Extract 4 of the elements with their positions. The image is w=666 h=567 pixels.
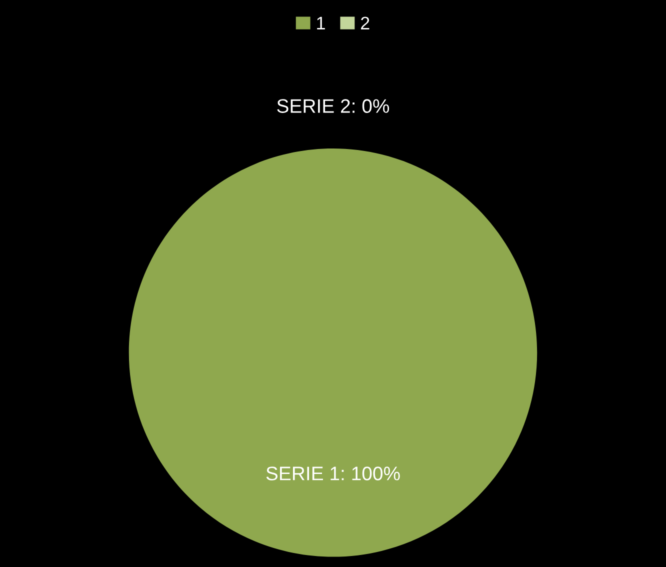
text: SERIE 2: 0% (277, 99, 390, 113)
data-label: SERIE 1: 100% (266, 466, 400, 480)
legend-label: 2 (360, 16, 370, 30)
legend-label: 1 (317, 16, 325, 30)
